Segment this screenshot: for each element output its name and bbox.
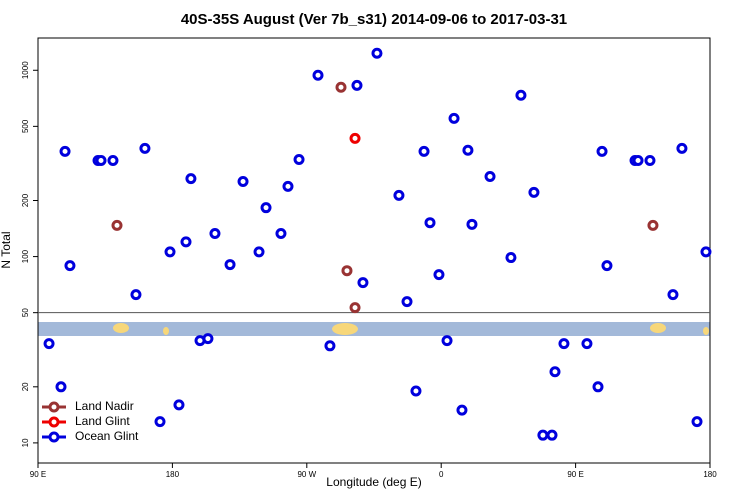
point <box>448 112 460 124</box>
y-axis-label: N Total <box>0 231 13 268</box>
point <box>351 79 363 91</box>
x-tick-label: 90 E <box>30 470 46 479</box>
point <box>202 333 214 345</box>
point <box>505 252 517 264</box>
x-tick-label: 180 <box>703 470 717 479</box>
point <box>275 228 287 240</box>
point <box>700 246 712 258</box>
point <box>393 189 405 201</box>
point <box>55 381 67 393</box>
point <box>632 154 644 166</box>
y-tick-label: 200 <box>21 193 30 207</box>
point <box>424 217 436 229</box>
legend-marker <box>48 416 60 428</box>
x-tick-label: 90 W <box>297 470 316 479</box>
point <box>410 385 422 397</box>
point <box>676 142 688 154</box>
y-tick-label: 10 <box>21 438 30 447</box>
y-tick-label: 20 <box>21 382 30 391</box>
point <box>107 154 119 166</box>
x-tick-label: 90 E <box>567 470 583 479</box>
point <box>466 218 478 230</box>
point <box>59 145 71 157</box>
point <box>260 202 272 214</box>
point <box>462 144 474 156</box>
point <box>581 338 593 350</box>
point <box>349 302 361 314</box>
point <box>111 219 123 231</box>
point <box>209 228 221 240</box>
point <box>371 47 383 59</box>
point <box>164 246 176 258</box>
point <box>691 416 703 428</box>
chart-title: 40S-35S August (Ver 7b_s31) 2014-09-06 t… <box>181 11 567 28</box>
point <box>456 404 468 416</box>
legend-label: Ocean Glint <box>75 429 139 443</box>
point <box>130 289 142 301</box>
point <box>282 180 294 192</box>
point <box>185 173 197 185</box>
point <box>95 154 107 166</box>
y-tick-label: 50 <box>21 308 30 317</box>
point <box>237 175 249 187</box>
point <box>515 89 527 101</box>
x-axis-label: Longitude (deg E) <box>326 475 421 489</box>
point <box>224 259 236 271</box>
map-strip <box>38 322 710 336</box>
point <box>528 186 540 198</box>
point <box>644 154 656 166</box>
point <box>667 289 679 301</box>
point <box>418 145 430 157</box>
point <box>253 246 265 258</box>
point <box>558 338 570 350</box>
point <box>549 366 561 378</box>
point <box>43 338 55 350</box>
point <box>441 335 453 347</box>
point <box>601 260 613 272</box>
point <box>324 340 336 352</box>
point <box>173 399 185 411</box>
point <box>312 69 324 81</box>
point <box>139 142 151 154</box>
point <box>357 277 369 289</box>
point <box>293 153 305 165</box>
point <box>335 81 347 93</box>
legend-label: Land Glint <box>75 414 130 428</box>
point <box>433 269 445 281</box>
point <box>401 296 413 308</box>
point <box>484 171 496 183</box>
y-tick-label: 100 <box>21 249 30 263</box>
point <box>341 265 353 277</box>
point <box>647 219 659 231</box>
point <box>180 236 192 248</box>
legend-marker <box>48 431 60 443</box>
x-tick-label: 0 <box>439 470 444 479</box>
y-tick-label: 500 <box>21 119 30 133</box>
point <box>546 429 558 441</box>
legend-label: Land Nadir <box>75 399 134 413</box>
plot-frame <box>37 37 711 464</box>
point <box>596 145 608 157</box>
point <box>64 260 76 272</box>
point <box>154 416 166 428</box>
point <box>349 132 361 144</box>
y-tick-label: 1000 <box>21 61 30 79</box>
legend-marker <box>48 401 60 413</box>
point <box>592 381 604 393</box>
point <box>537 429 549 441</box>
x-tick-label: 180 <box>166 470 180 479</box>
